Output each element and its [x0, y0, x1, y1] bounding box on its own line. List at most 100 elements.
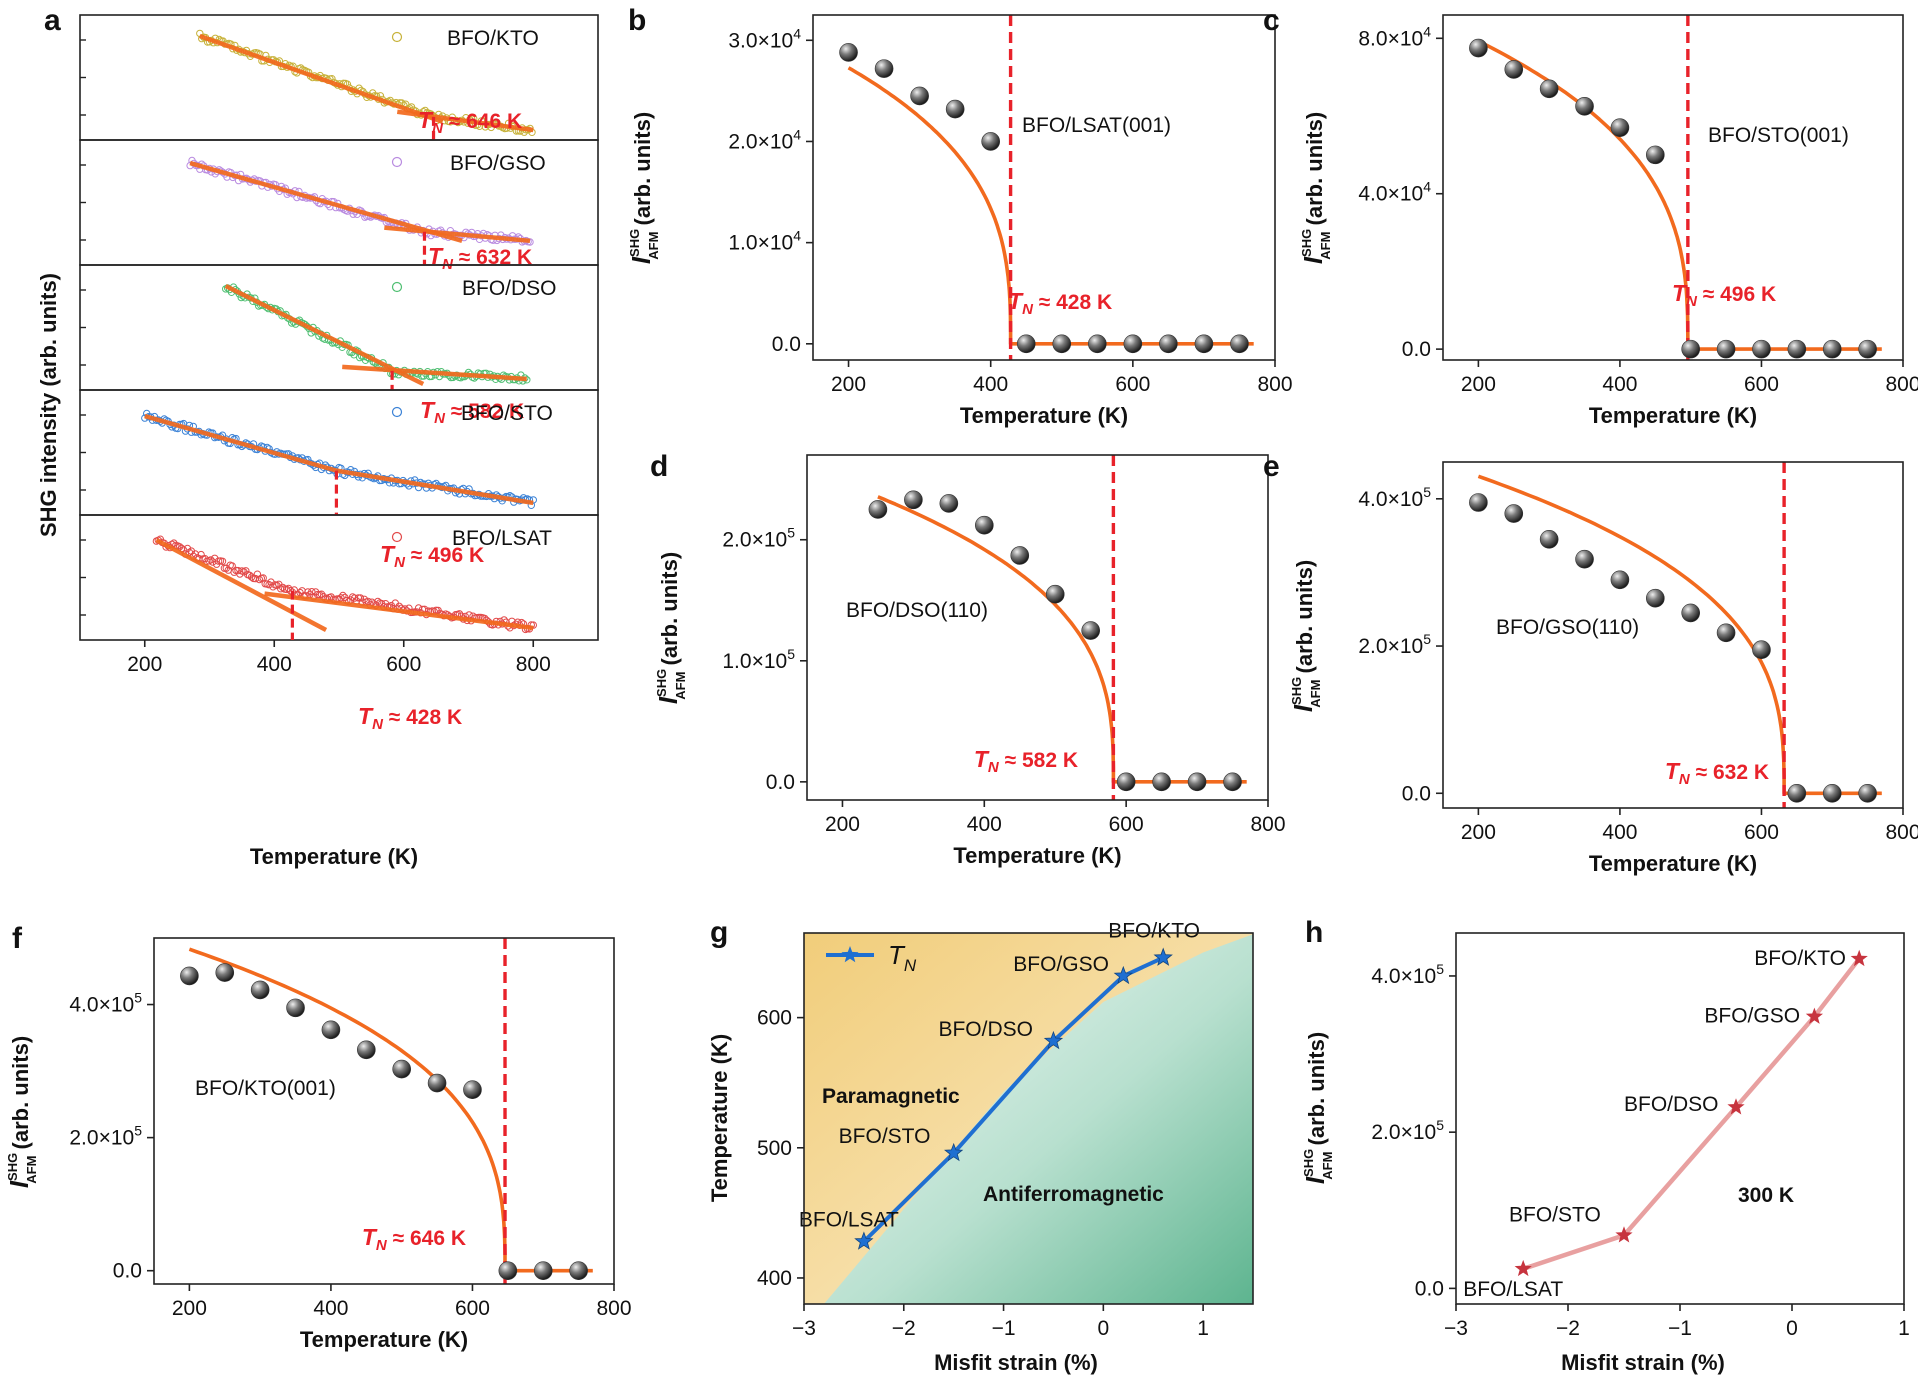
stack-fit-line [144, 413, 338, 473]
stack-data-marker [251, 574, 260, 583]
h-point-label: BFO/DSO [1624, 1093, 1719, 1116]
panel-f-data-point [215, 963, 235, 982]
panel-h-y-tick-exponent: 5 [1436, 1117, 1444, 1133]
tn-data-star [944, 1142, 964, 1162]
panel-c-y-axis-label: ISHG AFM (arb. units) [1298, 112, 1333, 264]
panel-b-data-point [1123, 334, 1143, 354]
panel-f-data-point [392, 1059, 411, 1079]
tn-subscript: N [1679, 771, 1691, 788]
panel-d-fit-curve [877, 495, 1247, 784]
panel-e-axes-frame [1442, 461, 1904, 809]
stack-data-marker [218, 557, 227, 565]
panel-b-y-tick-exponent: 4 [793, 25, 801, 41]
y-label-units: (arb. units) [1302, 112, 1327, 232]
panel-c-x-tick-label: 800 [1885, 373, 1918, 396]
panel-b-data-point [981, 132, 1000, 151]
panel-h: h BFO/LSAT BFO/STO BFO/DSO BFO/GSO BFO/KTO −3… [1300, 916, 1910, 1375]
stack-tn-label: TN ≈ 646 K [418, 107, 522, 137]
panel-c-x-tick-label: 400 [1602, 373, 1637, 396]
tn-value: ≈ 428 K [383, 706, 462, 729]
panel-b-data-point [1230, 334, 1249, 354]
h-data-star [1514, 1259, 1532, 1277]
panel-g: g BFO/LSAT BFO/STO BFO/DSO BFO/GSO BFO/KTO TN… [707, 916, 1254, 1375]
panel-f-y-tick-exponent: 5 [134, 1123, 142, 1139]
panel-d-data-point [939, 494, 959, 513]
panel-c-letter: c [1263, 4, 1280, 37]
panel-f-y-tick-exponent: 5 [134, 990, 142, 1006]
tn-subscript: N [372, 716, 384, 733]
panel-b-data-point [1052, 334, 1072, 354]
panel-e-data-point [1539, 529, 1559, 549]
tn-point-label: BFO/LSAT [799, 1209, 899, 1232]
panel-g-phase-regions [804, 933, 1253, 1304]
tn-value: ≈ 582 K [999, 749, 1078, 772]
panel-c-data-point [1858, 339, 1877, 359]
panel-b-y-tick-exponent: 4 [793, 228, 801, 244]
stack-data-marker [348, 593, 357, 601]
stack-fit-line [224, 284, 425, 387]
panel-c-y-tick-exponent: 4 [1423, 179, 1431, 195]
y-label-superscript: SHG [5, 1153, 20, 1181]
h-point-label: BFO/STO [1509, 1203, 1601, 1226]
stack-data-marker [529, 621, 537, 629]
panel-g-x-tick-label: 0 [1097, 1317, 1109, 1340]
panel-d-y-tick-mantissa: 0.0 [766, 771, 795, 794]
stack-data-marker [529, 496, 537, 504]
stack-legend-marker [391, 281, 403, 293]
tn-value: ≈ 646 K [387, 1227, 466, 1250]
tn-symbol: T [1665, 758, 1681, 784]
panel-d-y-tick-exponent: 5 [787, 646, 795, 662]
panel-b-data-point [874, 59, 894, 78]
panel-e-x-tick-label: 200 [1461, 821, 1496, 844]
panel-d-tn-label: TN ≈ 582 K [974, 746, 1078, 776]
h-point-label: BFO/LSAT [1463, 1278, 1563, 1301]
panel-h-x-tick-label: 0 [1786, 1317, 1798, 1340]
stack-data-marker [247, 573, 256, 581]
tn-subscript: N [394, 554, 406, 571]
panel-a-y-axis-label: SHG intensity (arb. units) [36, 273, 61, 537]
panel-b-x-tick-label: 600 [1115, 373, 1150, 396]
temperature-annotation: 300 K [1738, 1184, 1794, 1207]
panel-e-y-axis-label: ISHG AFM (arb. units) [1288, 560, 1323, 712]
stack-legend-marker [391, 406, 403, 418]
panel-d-x-tick-label: 400 [967, 813, 1002, 836]
panel-f-y-tick-mantissa: 2.0×10 [69, 1127, 134, 1150]
y-label-symbol: I [1300, 1176, 1330, 1184]
panel-h-plot: BFO/LSAT BFO/STO BFO/DSO BFO/GSO BFO/KTO −3 −2… [1300, 932, 1910, 1340]
tn-value: ≈ 582 K [445, 400, 524, 423]
tn-symbol: T [428, 243, 444, 269]
y-label-symbol: I [653, 696, 683, 704]
y-label-subscript: AFM [1308, 680, 1323, 708]
panel-h-y-tick-label: 2.0×105 [1371, 1117, 1444, 1144]
panel-f-y-tick-label: 4.0×105 [69, 990, 142, 1017]
panel-f-data-point [463, 1080, 482, 1100]
panel-c-data-point [1575, 97, 1594, 116]
stack-sample-label: BFO/DSO [462, 277, 557, 300]
panel-b-y-tick-mantissa: 0.0 [772, 333, 801, 356]
stack-data-marker [197, 550, 205, 559]
panel-c-x-tick-label: 600 [1744, 373, 1779, 396]
panel-h-y-tick-mantissa: 2.0×10 [1371, 1121, 1436, 1144]
tn-symbol: T [1008, 288, 1024, 314]
panel-f-data-point [533, 1261, 553, 1280]
panel-d-x-tick-label: 800 [1250, 813, 1285, 836]
panel-e-y-tick-label: 4.0×105 [1358, 484, 1431, 511]
panel-e-y-tick-exponent: 5 [1423, 631, 1431, 647]
y-label-subscript: AFM [1318, 232, 1333, 260]
tn-data-star [854, 1231, 874, 1250]
y-label-subscript: AFM [1320, 1152, 1335, 1180]
panel-f-data-point [250, 980, 270, 1000]
panel-h-y-tick-mantissa: 4.0×10 [1371, 965, 1436, 988]
panel-f-data-point [427, 1073, 447, 1093]
panel-g-x-axis-label: Misfit strain (%) [934, 1350, 1098, 1375]
panel-d-data-point [1045, 584, 1065, 604]
stack-data-marker [304, 588, 312, 596]
y-label-units: (arb. units) [657, 552, 682, 672]
tn-data-star [1153, 947, 1173, 966]
panel-h-y-tick-label: 4.0×105 [1371, 961, 1444, 988]
stack-data-marker [255, 575, 264, 584]
panel-d-data-point [868, 500, 888, 519]
stack-data-marker [374, 597, 382, 606]
